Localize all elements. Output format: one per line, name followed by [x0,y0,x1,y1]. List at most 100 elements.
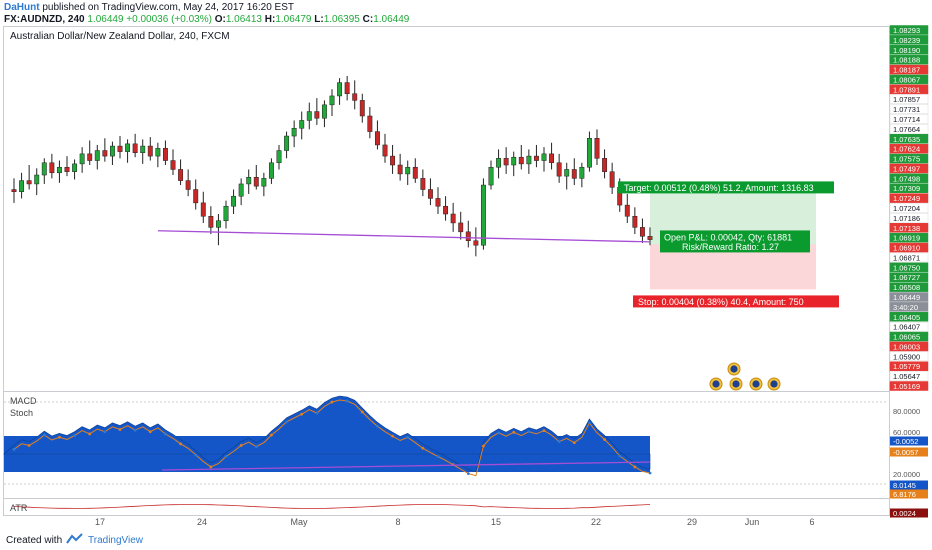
candle[interactable] [94,144,100,170]
candle[interactable] [284,131,290,159]
candle[interactable] [367,107,373,139]
candle[interactable] [72,159,78,180]
candle[interactable] [276,144,282,170]
candle[interactable] [465,220,471,248]
candle[interactable] [337,78,343,105]
candle[interactable] [185,169,191,197]
candle[interactable] [193,179,199,210]
candle[interactable] [155,142,161,168]
candle[interactable] [56,160,62,183]
candle[interactable] [549,142,555,170]
candle[interactable] [64,156,70,177]
candle[interactable] [321,100,327,128]
candle[interactable] [170,149,176,176]
candle[interactable] [382,133,388,163]
candle[interactable] [518,144,524,170]
candle[interactable] [268,158,274,184]
candle[interactable] [586,131,592,172]
candle[interactable] [503,147,509,174]
candle[interactable] [639,218,645,243]
candle[interactable] [314,98,320,125]
candle[interactable] [246,169,252,194]
candle[interactable] [352,80,358,110]
candle[interactable] [208,206,214,235]
candle[interactable] [435,187,441,215]
candle[interactable] [359,93,365,123]
candle[interactable] [480,178,486,250]
candle[interactable] [109,141,115,166]
candle[interactable] [602,149,608,179]
candle[interactable] [231,189,237,215]
candle[interactable] [49,153,55,179]
event-flag-icon[interactable] [727,362,741,376]
oscillator-panel[interactable] [3,392,890,499]
candle[interactable] [450,202,456,232]
candle[interactable] [609,162,615,194]
candle[interactable] [405,160,411,186]
candle[interactable] [11,178,17,203]
candle[interactable] [299,111,305,140]
candle[interactable] [496,149,502,179]
candle[interactable] [162,140,168,166]
candle[interactable] [223,200,229,229]
candle[interactable] [458,211,464,240]
candle-body [26,180,32,185]
candle[interactable] [261,172,267,197]
candle-body [518,156,524,165]
candle[interactable] [397,153,403,181]
candle[interactable] [215,214,221,246]
candle[interactable] [19,172,25,199]
candle[interactable] [238,178,244,206]
candle[interactable] [87,140,93,166]
candle[interactable] [344,75,350,101]
author-name[interactable]: DaHunt [4,2,40,13]
candle[interactable] [571,158,577,186]
event-flag-icon[interactable] [767,377,781,391]
candle[interactable] [132,133,138,158]
tradingview-brand[interactable]: TradingView [88,535,144,546]
price-axis-label: 1.05647 [889,371,929,381]
candle[interactable] [541,147,547,172]
candle[interactable] [390,144,396,174]
event-flag-icon[interactable] [749,377,763,391]
candle[interactable] [102,138,108,162]
candle[interactable] [329,89,335,116]
candle[interactable] [26,165,32,190]
macd-label: MACD [10,396,37,406]
candle[interactable] [624,193,630,223]
candle[interactable] [556,153,562,183]
candle[interactable] [117,136,123,159]
candle[interactable] [443,196,449,221]
candle[interactable] [140,139,146,164]
chart-canvas[interactable]: Target: 0.00512 (0.48%) 51.2, Amount: 13… [0,0,932,530]
candle[interactable] [412,158,418,183]
candle[interactable] [420,169,426,197]
candle-body [132,143,138,154]
candle[interactable] [511,151,517,177]
candle[interactable] [79,147,85,173]
candle[interactable] [473,227,479,257]
candle[interactable] [374,120,380,150]
candle[interactable] [564,162,570,190]
candle[interactable] [306,102,312,130]
event-flag-icon[interactable] [709,377,723,391]
candle[interactable] [526,149,532,174]
atr-panel[interactable] [3,499,890,516]
candle[interactable] [125,139,131,163]
candle[interactable] [178,159,184,186]
candle[interactable] [579,162,585,188]
candle[interactable] [34,168,40,196]
candle[interactable] [147,137,153,161]
candle[interactable] [488,160,494,190]
candle-body [178,169,184,181]
candle[interactable] [200,191,206,223]
candle[interactable] [632,207,638,235]
event-flag-icon[interactable] [729,377,743,391]
candle[interactable] [533,144,539,168]
candle[interactable] [41,158,47,184]
candle[interactable] [291,120,297,148]
candle[interactable] [594,129,600,166]
candle[interactable] [647,227,653,246]
candle[interactable] [427,178,433,206]
candle[interactable] [253,165,259,190]
